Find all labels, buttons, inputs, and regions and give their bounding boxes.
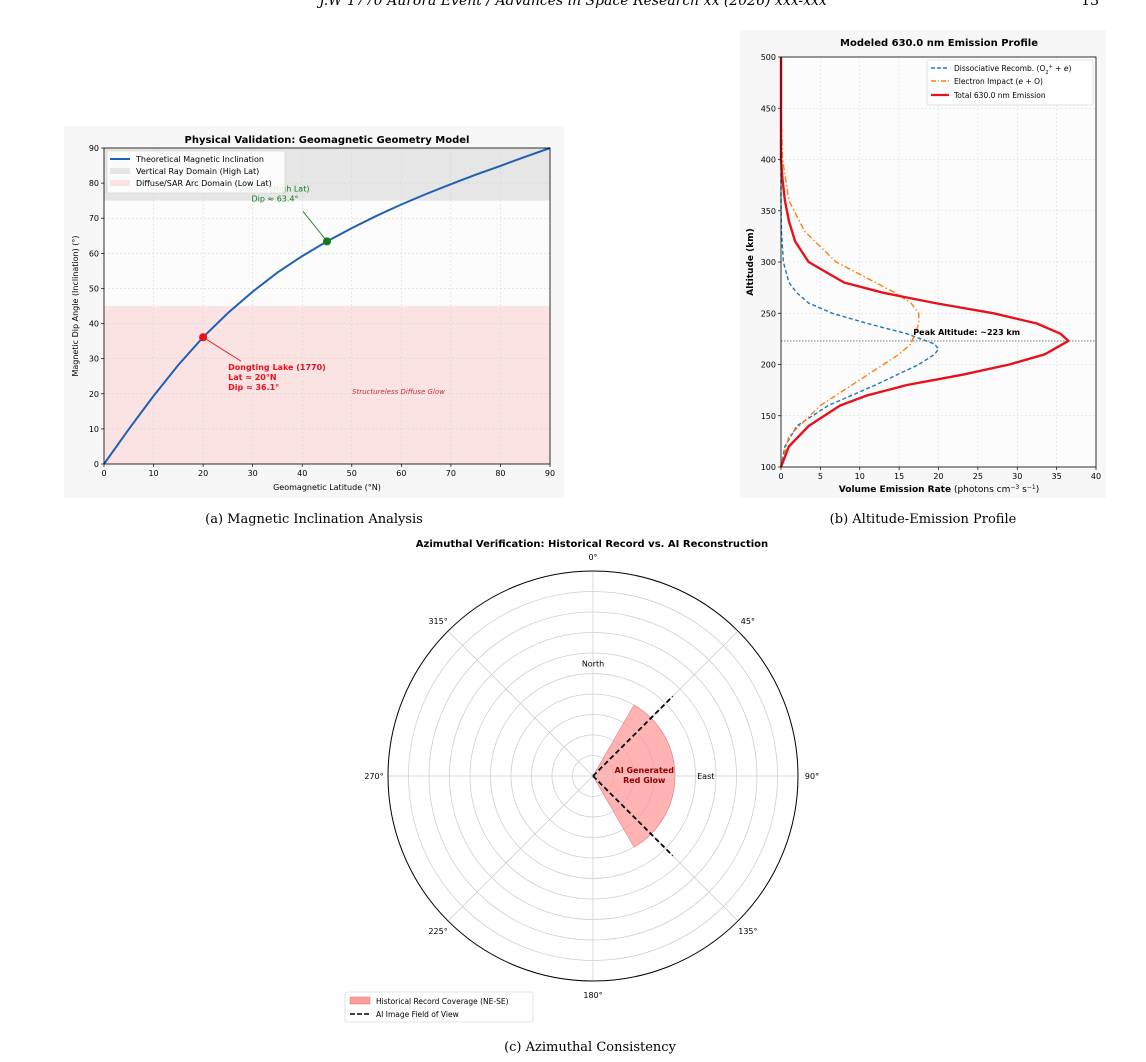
a-ytick-label: 70 <box>89 214 99 223</box>
a-ytick-label: 0 <box>94 460 99 469</box>
chart-b-title: Modeled 630.0 nm Emission Profile <box>840 38 1038 49</box>
legend-diffuse-sar: Diffuse/SAR Arc Domain (Low Lat) <box>136 179 272 188</box>
angle-tick-label: 0° <box>588 553 597 562</box>
b-ytick-label: 250 <box>761 309 776 318</box>
b-xtick-label: 10 <box>855 472 865 481</box>
angle-tick-label: 135° <box>738 927 757 936</box>
a-xtick-label: 20 <box>198 469 208 478</box>
emission-series-1 <box>780 57 920 468</box>
chart-a-legend: Theoretical Magnetic Inclination Vertica… <box>106 150 286 194</box>
b-ytick-label: 500 <box>761 53 776 62</box>
point-high-lat <box>323 237 331 246</box>
a-ytick-label: 30 <box>89 355 99 364</box>
b-xtick-label: 15 <box>894 472 904 481</box>
fov-line-1 <box>592 775 674 857</box>
a-xtick-label: 40 <box>297 469 307 478</box>
a-xtick-label: 60 <box>396 469 406 478</box>
a-ytick-label: 10 <box>89 425 99 434</box>
legend-theoretical: Theoretical Magnetic Inclination <box>135 155 264 164</box>
page-number: 13 <box>1081 0 1099 9</box>
chart-b-ylabel: Altitude (km) <box>746 228 756 295</box>
b-ytick-label: 200 <box>761 361 776 370</box>
chart-azimuthal-polar: Azimuthal Verification: Historical Recor… <box>344 539 819 1023</box>
point-dongting-label: Dongting Lake (1770) <box>228 363 326 372</box>
chart-c-legend: Historical Record Coverage (NE-SE) AI Im… <box>344 991 534 1023</box>
caption-b: (b) Altitude-Emission Profile <box>829 512 1017 527</box>
angle-tick-label: 225° <box>428 927 447 936</box>
caption-c: (c) Azimuthal Consistency <box>504 1040 676 1055</box>
a-ytick-label: 60 <box>89 249 99 258</box>
fov-line-0 <box>592 695 674 777</box>
wedge-label-line1: AI Generated <box>615 766 675 775</box>
b-ytick-label: 150 <box>761 412 776 421</box>
b-ytick-label: 300 <box>761 258 776 267</box>
a-xtick-label: 90 <box>545 469 555 478</box>
angle-tick-label: 180° <box>583 991 602 1000</box>
diffuse-glow-annotation: Structureless Diffuse Glow <box>352 388 445 396</box>
chart-b-xlabel: Volume Emission Rate (photons cm−3 s−1) <box>839 484 1039 496</box>
b-ytick-label: 350 <box>761 207 776 216</box>
b-xtick-label: 20 <box>933 472 943 481</box>
angle-tick-label: 315° <box>428 617 447 626</box>
angle-tick-label: 270° <box>364 772 383 781</box>
a-xtick-label: 80 <box>495 469 505 478</box>
running-title: J.W 1770 Aurora Event / Advances in Spac… <box>319 0 827 9</box>
angle-tick-label: 90° <box>805 772 819 781</box>
point-high-lat-label: Dip ≈ 63.4° <box>251 194 298 203</box>
chart-magnetic-inclination: Physical Validation: Geomagnetic Geometr… <box>64 126 564 498</box>
b-xtick-label: 35 <box>1052 472 1062 481</box>
b-ytick-label: 400 <box>761 156 776 165</box>
b-xtick-label: 0 <box>778 472 783 481</box>
page-header: J.W 1770 Aurora Event / Advances in Spac… <box>0 0 1146 11</box>
chart-a-xlabel: Geomagnetic Latitude (°N) <box>273 483 381 492</box>
a-xtick-label: 0 <box>101 469 106 478</box>
north-label: North <box>582 659 604 668</box>
a-ytick-label: 90 <box>89 144 99 153</box>
a-ytick-label: 20 <box>89 390 99 399</box>
a-ytick-label: 50 <box>89 284 99 293</box>
chart-c-title: Azimuthal Verification: Historical Recor… <box>416 539 768 550</box>
a-xtick-label: 30 <box>248 469 258 478</box>
a-ytick-label: 80 <box>89 179 99 188</box>
b-ytick-label: 100 <box>761 463 776 472</box>
angle-tick-label: 45° <box>741 617 755 626</box>
b-xtick-label: 25 <box>973 472 983 481</box>
legend-ai-fov: AI Image Field of View <box>376 1010 459 1019</box>
a-ytick-label: 40 <box>89 320 99 329</box>
peak-altitude-label: Peak Altitude: ~223 km <box>913 328 1020 337</box>
point-dongting-label: Dip ≈ 36.1° <box>228 383 279 392</box>
a-xtick-label: 10 <box>148 469 158 478</box>
chart-b-legend: Dissociative Recomb. (O2+ + e) Electron … <box>926 59 1094 106</box>
b-xtick-label: 30 <box>1012 472 1022 481</box>
emission-series-0 <box>780 57 940 468</box>
b-xtick-label: 40 <box>1091 472 1101 481</box>
point-dongting-label: Lat ≈ 20°N <box>228 373 276 382</box>
a-xtick-label: 50 <box>347 469 357 478</box>
caption-a: (a) Magnetic Inclination Analysis <box>205 512 423 527</box>
b-ytick-label: 450 <box>761 104 776 113</box>
chart-a-ylabel: Magnetic Dip Angle (Inclination) (°) <box>71 235 80 376</box>
wedge-label-line2: Red Glow <box>623 776 666 785</box>
chart-a-title: Physical Validation: Geomagnetic Geometr… <box>185 135 470 146</box>
band-1 <box>104 306 550 464</box>
chart-emission-profile: Modeled 630.0 nm Emission Profile 0 5 10 15… <box>740 30 1106 498</box>
east-label: East <box>697 772 714 781</box>
legend-vertical-ray: Vertical Ray Domain (High Lat) <box>136 167 259 176</box>
legend-total: Total 630.0 nm Emission <box>953 91 1046 100</box>
legend-historical-coverage: Historical Record Coverage (NE-SE) <box>376 997 509 1006</box>
legend-electron-impact: Electron Impact (e + O) <box>954 77 1043 86</box>
b-xtick-label: 5 <box>818 472 823 481</box>
a-xtick-label: 70 <box>446 469 456 478</box>
emission-series-2 <box>779 57 1070 468</box>
point-dongting <box>199 333 208 342</box>
